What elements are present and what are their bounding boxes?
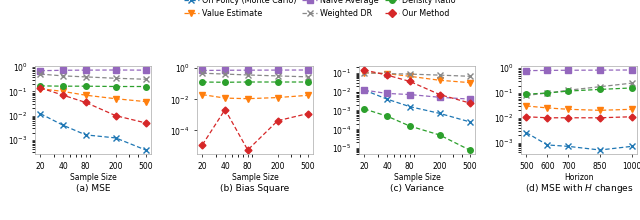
Title: (b) Bias Square: (b) Bias Square <box>220 184 290 193</box>
Legend: On Policy (Monte Carlo), Value Estimate, Naive Average, Weighted DR, Density Rat: On Policy (Monte Carlo), Value Estimate,… <box>184 0 456 19</box>
X-axis label: Sample Size: Sample Size <box>394 173 440 182</box>
Title: (a) MSE: (a) MSE <box>76 184 110 193</box>
Title: (c) Variance: (c) Variance <box>390 184 444 193</box>
X-axis label: Sample Size: Sample Size <box>232 173 278 182</box>
X-axis label: Horizon: Horizon <box>564 173 594 182</box>
Title: (d) MSE with $H$ changes: (d) MSE with $H$ changes <box>525 182 633 195</box>
X-axis label: Sample Size: Sample Size <box>70 173 116 182</box>
